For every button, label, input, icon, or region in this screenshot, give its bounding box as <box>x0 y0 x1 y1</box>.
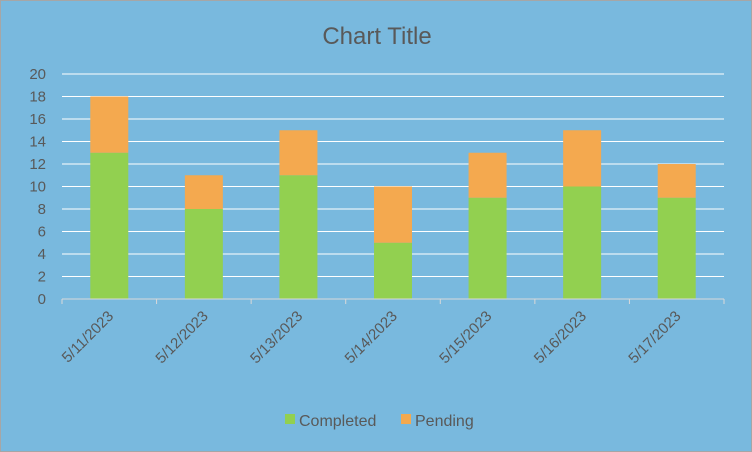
y-tick-label: 12 <box>29 156 46 173</box>
x-tick-label: 5/13/2023 <box>247 308 306 367</box>
bar-pending <box>468 152 507 198</box>
bar-completed <box>468 197 507 299</box>
y-tick-label: 2 <box>38 269 46 286</box>
x-tick-label: 5/14/2023 <box>342 308 401 367</box>
y-tick-label: 20 <box>29 66 46 83</box>
x-axis <box>61 298 725 304</box>
legend-label-completed: Completed <box>299 413 376 430</box>
x-tick-label: 5/15/2023 <box>436 308 495 367</box>
bar-pending <box>279 130 318 176</box>
y-tick-label: 16 <box>29 111 46 128</box>
y-tick-label: 18 <box>29 89 46 106</box>
y-tick-label: 6 <box>38 224 46 241</box>
bar-pending <box>374 186 412 243</box>
y-tick-label: 10 <box>29 179 46 196</box>
y-tick-label: 8 <box>38 201 46 218</box>
legend-swatch-pending <box>401 414 411 424</box>
bars <box>90 96 696 299</box>
bar-pending <box>90 96 129 153</box>
bar-pending <box>657 164 696 198</box>
bar-completed <box>657 197 696 299</box>
bar-completed <box>279 175 318 299</box>
bar-completed <box>90 152 129 299</box>
y-tick-label: 0 <box>38 291 46 308</box>
bar-completed <box>184 209 223 299</box>
bar-pending <box>184 175 223 209</box>
y-tick-label: 4 <box>38 246 46 263</box>
bar-pending <box>563 130 602 187</box>
x-tick-label: 5/12/2023 <box>152 308 211 367</box>
bar-completed <box>374 242 412 299</box>
legend-label-pending: Pending <box>415 413 474 430</box>
legend: Completed Pending <box>285 413 474 430</box>
x-tick-label: 5/17/2023 <box>625 308 684 367</box>
x-axis-ticks: 5/11/2023 5/12/2023 5/13/2023 5/14/2023 5/15… <box>59 308 685 367</box>
y-axis-ticks: 0 2 4 6 8 10 12 14 16 18 20 <box>29 66 46 308</box>
y-tick-label: 14 <box>29 134 46 151</box>
legend-swatch-completed <box>285 414 295 424</box>
x-tick-label: 5/11/2023 <box>59 308 117 366</box>
bar-completed <box>563 186 602 299</box>
chart-title: Chart Title <box>322 23 431 50</box>
x-tick-label: 5/16/2023 <box>531 308 590 367</box>
